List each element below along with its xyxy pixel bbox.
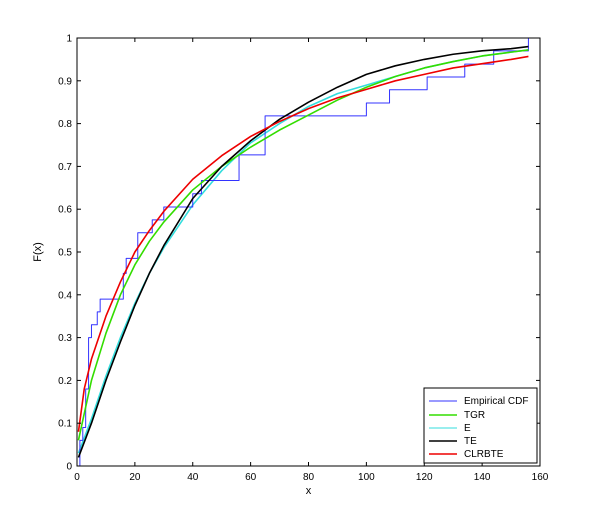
legend-label-e: E [464, 423, 471, 434]
x-tick-label: 60 [245, 472, 257, 483]
series-layer [77, 38, 529, 467]
y-tick-label: 0.6 [58, 205, 72, 216]
x-axis-label: x [306, 485, 312, 497]
y-tick-label: 0.8 [58, 119, 72, 130]
x-tick-label: 120 [416, 472, 433, 483]
legend: Empirical CDF TGR E TE CLRBTE [423, 387, 538, 464]
y-tick-label: 0 [66, 462, 72, 473]
y-tick-label: 1 [66, 34, 72, 45]
x-tick-label: 100 [358, 472, 375, 483]
y-tick-label: 0.1 [58, 419, 72, 430]
y-tick-label: 0.2 [58, 376, 72, 387]
legend-label-empirical-cdf: Empirical CDF [464, 396, 528, 407]
tick-layer: 0 20 40 60 80 100 120 140 160 0 0.1 0.2 0.3 0.4 0.5 0.6… [58, 34, 549, 484]
x-tick-label: 80 [303, 472, 315, 483]
y-tick-label: 0.5 [58, 248, 72, 259]
x-tick-label: 40 [187, 472, 199, 483]
y-tick-label: 0.7 [58, 162, 72, 173]
y-axis-label: F(x) [32, 242, 44, 262]
y-tick-label: 0.9 [58, 76, 72, 87]
x-tick-label: 0 [74, 472, 80, 483]
legend-label-clrbte: CLRBTE [464, 449, 504, 460]
series-line-te [77, 45, 529, 458]
series-line-tgr [77, 49, 529, 441]
y-tick-label: 0.3 [58, 333, 72, 344]
x-tick-label: 140 [474, 472, 491, 483]
x-tick-label: 160 [532, 472, 549, 483]
legend-label-tgr: TGR [464, 410, 485, 421]
legend-label-te: TE [464, 436, 477, 447]
x-tick-label: 20 [129, 472, 141, 483]
y-tick-label: 0.4 [58, 290, 72, 301]
series-line-clrbte [77, 55, 529, 432]
